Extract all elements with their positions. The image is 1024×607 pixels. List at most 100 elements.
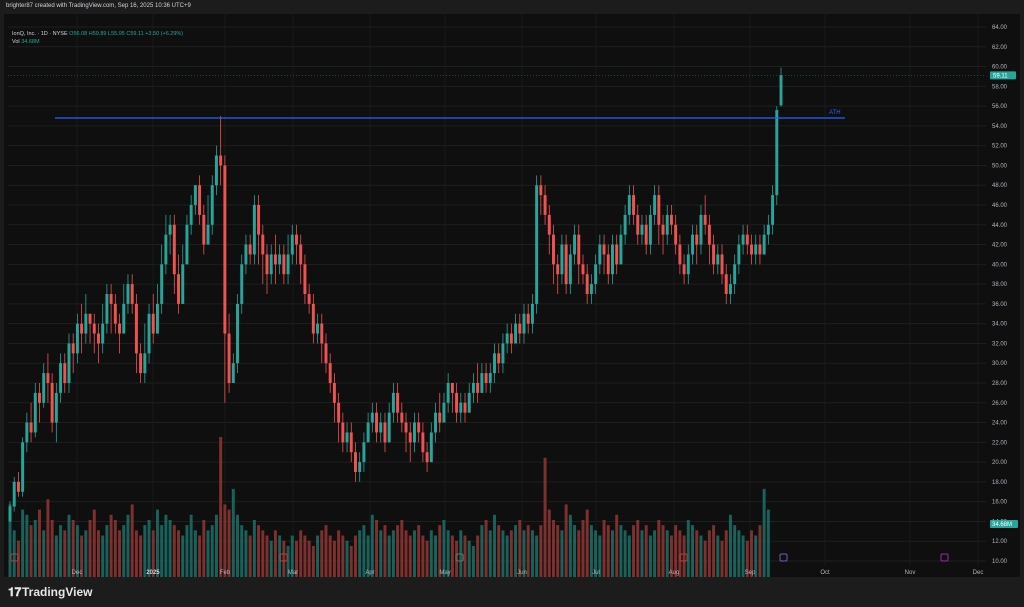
candle-body[interactable] <box>269 254 273 275</box>
candle-body[interactable] <box>311 303 315 334</box>
candle-body[interactable] <box>446 383 450 403</box>
candle-body[interactable] <box>594 264 598 285</box>
candle-body[interactable] <box>484 373 488 383</box>
candle-body[interactable] <box>198 185 202 215</box>
candle-body[interactable] <box>126 284 130 304</box>
candle-body[interactable] <box>724 274 728 294</box>
candle-body[interactable] <box>240 264 244 304</box>
candle-body[interactable] <box>434 412 437 433</box>
candle-body[interactable] <box>202 214 206 245</box>
candle-body[interactable] <box>92 323 96 334</box>
candle-body[interactable] <box>530 303 534 324</box>
candle-body[interactable] <box>636 214 640 235</box>
candle-body[interactable] <box>737 244 741 265</box>
candle-body[interactable] <box>522 313 526 334</box>
candle-body[interactable] <box>509 333 513 344</box>
candle-body[interactable] <box>105 294 109 324</box>
candle-body[interactable] <box>354 452 357 472</box>
candle-body[interactable] <box>12 481 16 507</box>
candle-body[interactable] <box>236 303 239 364</box>
candle-body[interactable] <box>210 185 214 225</box>
candle-body[interactable] <box>779 75 783 106</box>
candle-body[interactable] <box>63 363 67 383</box>
candle-body[interactable] <box>771 195 775 225</box>
candle-body[interactable] <box>375 412 379 433</box>
candle-body[interactable] <box>602 244 606 255</box>
candle-body[interactable] <box>400 412 404 423</box>
candle-body[interactable] <box>177 274 180 304</box>
candle-body[interactable] <box>219 155 223 166</box>
candle-body[interactable] <box>59 363 63 393</box>
candle-body[interactable] <box>505 333 509 344</box>
candle-body[interactable] <box>585 274 589 294</box>
candle-body[interactable] <box>547 214 551 235</box>
candle-body[interactable] <box>307 294 311 304</box>
candle-body[interactable] <box>429 432 433 463</box>
candle-body[interactable] <box>750 244 753 255</box>
candle-body[interactable] <box>526 313 530 324</box>
candle-body[interactable] <box>611 244 614 275</box>
candle-body[interactable] <box>299 244 303 265</box>
candle-body[interactable] <box>341 422 345 443</box>
candle-body[interactable] <box>139 353 143 374</box>
candle-body[interactable] <box>438 412 442 423</box>
candle-body[interactable] <box>33 392 37 433</box>
candle-body[interactable] <box>252 205 256 255</box>
candle-body[interactable] <box>615 244 619 265</box>
candle-body[interactable] <box>21 442 25 492</box>
candle-body[interactable] <box>143 353 147 374</box>
candle-body[interactable] <box>695 234 699 245</box>
candle-body[interactable] <box>257 205 261 235</box>
candle-body[interactable] <box>88 313 92 324</box>
candle-body[interactable] <box>421 432 425 453</box>
candle-body[interactable] <box>324 343 328 364</box>
candle-body[interactable] <box>471 383 475 393</box>
candle-body[interactable] <box>130 284 134 304</box>
chart-panel[interactable]: ATH 64.00 62.00 60.00 58.00 56.00 54.00 52.00 5… <box>4 14 1020 577</box>
candle-body[interactable] <box>366 422 370 443</box>
candle-body[interactable] <box>640 224 644 235</box>
candle-body[interactable] <box>442 402 446 423</box>
candle-body[interactable] <box>501 343 505 364</box>
candle-body[interactable] <box>493 353 496 374</box>
candle-body[interactable] <box>589 284 593 294</box>
candle-body[interactable] <box>8 506 12 522</box>
candle-body[interactable] <box>320 323 324 344</box>
candle-body[interactable] <box>261 234 265 255</box>
candle-body[interactable] <box>75 323 79 354</box>
candle-body[interactable] <box>425 452 429 463</box>
candle-body[interactable] <box>46 373 50 383</box>
candle-body[interactable] <box>564 244 568 285</box>
candle-body[interactable] <box>488 373 492 383</box>
candle-body[interactable] <box>227 333 231 383</box>
candle-body[interactable] <box>185 224 189 265</box>
candle-body[interactable] <box>244 244 248 265</box>
candle-body[interactable] <box>97 333 100 344</box>
candle-body[interactable] <box>518 323 522 334</box>
candle-body[interactable] <box>758 244 762 255</box>
candle-body[interactable] <box>733 264 737 285</box>
candle-body[interactable] <box>387 412 391 443</box>
candle-body[interactable] <box>648 214 652 245</box>
earnings-marker[interactable] <box>279 553 288 562</box>
candle-body[interactable] <box>155 303 159 334</box>
candle-body[interactable] <box>539 185 543 196</box>
candle-body[interactable] <box>560 244 564 275</box>
candle-body[interactable] <box>669 214 673 225</box>
candle-body[interactable] <box>644 224 648 245</box>
candle-body[interactable] <box>598 244 602 265</box>
candle-body[interactable] <box>345 432 349 443</box>
candle-body[interactable] <box>665 214 669 235</box>
candle-body[interactable] <box>391 392 395 413</box>
candle-body[interactable] <box>581 264 585 275</box>
candle-body[interactable] <box>703 214 707 225</box>
candle-body[interactable] <box>383 422 387 443</box>
candle-body[interactable] <box>707 224 711 245</box>
candle-body[interactable] <box>674 224 678 245</box>
candle-body[interactable] <box>278 254 282 265</box>
earnings-marker[interactable] <box>455 553 464 562</box>
candle-body[interactable] <box>716 254 720 265</box>
candle-body[interactable] <box>16 481 20 492</box>
candle-body[interactable] <box>295 234 298 245</box>
candle-body[interactable] <box>206 224 210 245</box>
